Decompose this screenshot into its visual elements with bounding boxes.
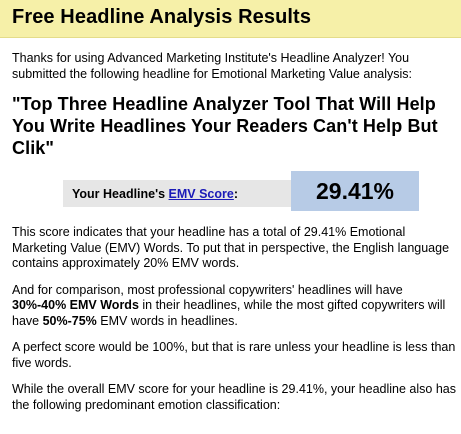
page-title: Free Headline Analysis Results bbox=[12, 6, 312, 28]
comparison-text: And for comparison, most professional co… bbox=[12, 283, 457, 330]
comparison-part-2: in their headlines, while the most gifte… bbox=[12, 298, 446, 328]
gifted-range: 50%-75% bbox=[42, 313, 97, 328]
emotion-classification-intro: While the overall EMV score for your hea… bbox=[12, 382, 456, 412]
emv-score-label: Your Headline's EMV Score: bbox=[63, 180, 291, 207]
emv-score-value: 29.41% bbox=[291, 171, 419, 211]
results-header: Free Headline Analysis Results bbox=[0, 0, 461, 38]
professional-range: 30%-40% EMV Words bbox=[12, 298, 139, 312]
emv-score-panel: Your Headline's EMV Score: 29.41% bbox=[12, 171, 457, 215]
comparison-part-1: And for comparison, most professional co… bbox=[12, 282, 403, 297]
perfect-score-text: A perfect score would be 100%, but that … bbox=[12, 340, 456, 370]
results-content: Thanks for using Advanced Marketing Inst… bbox=[12, 51, 457, 424]
emv-label-prefix: Your Headline's bbox=[72, 186, 166, 201]
intro-text: Thanks for using Advanced Marketing Inst… bbox=[12, 51, 412, 81]
emv-label-suffix: : bbox=[233, 186, 239, 201]
comparison-part-3: EMV words in headlines. bbox=[96, 313, 238, 328]
submitted-headline: "Top Three Headline Analyzer Tool That W… bbox=[12, 94, 438, 158]
emv-score-link[interactable]: EMV Score bbox=[168, 186, 234, 201]
score-explanation: This score indicates that your headline … bbox=[12, 225, 450, 270]
